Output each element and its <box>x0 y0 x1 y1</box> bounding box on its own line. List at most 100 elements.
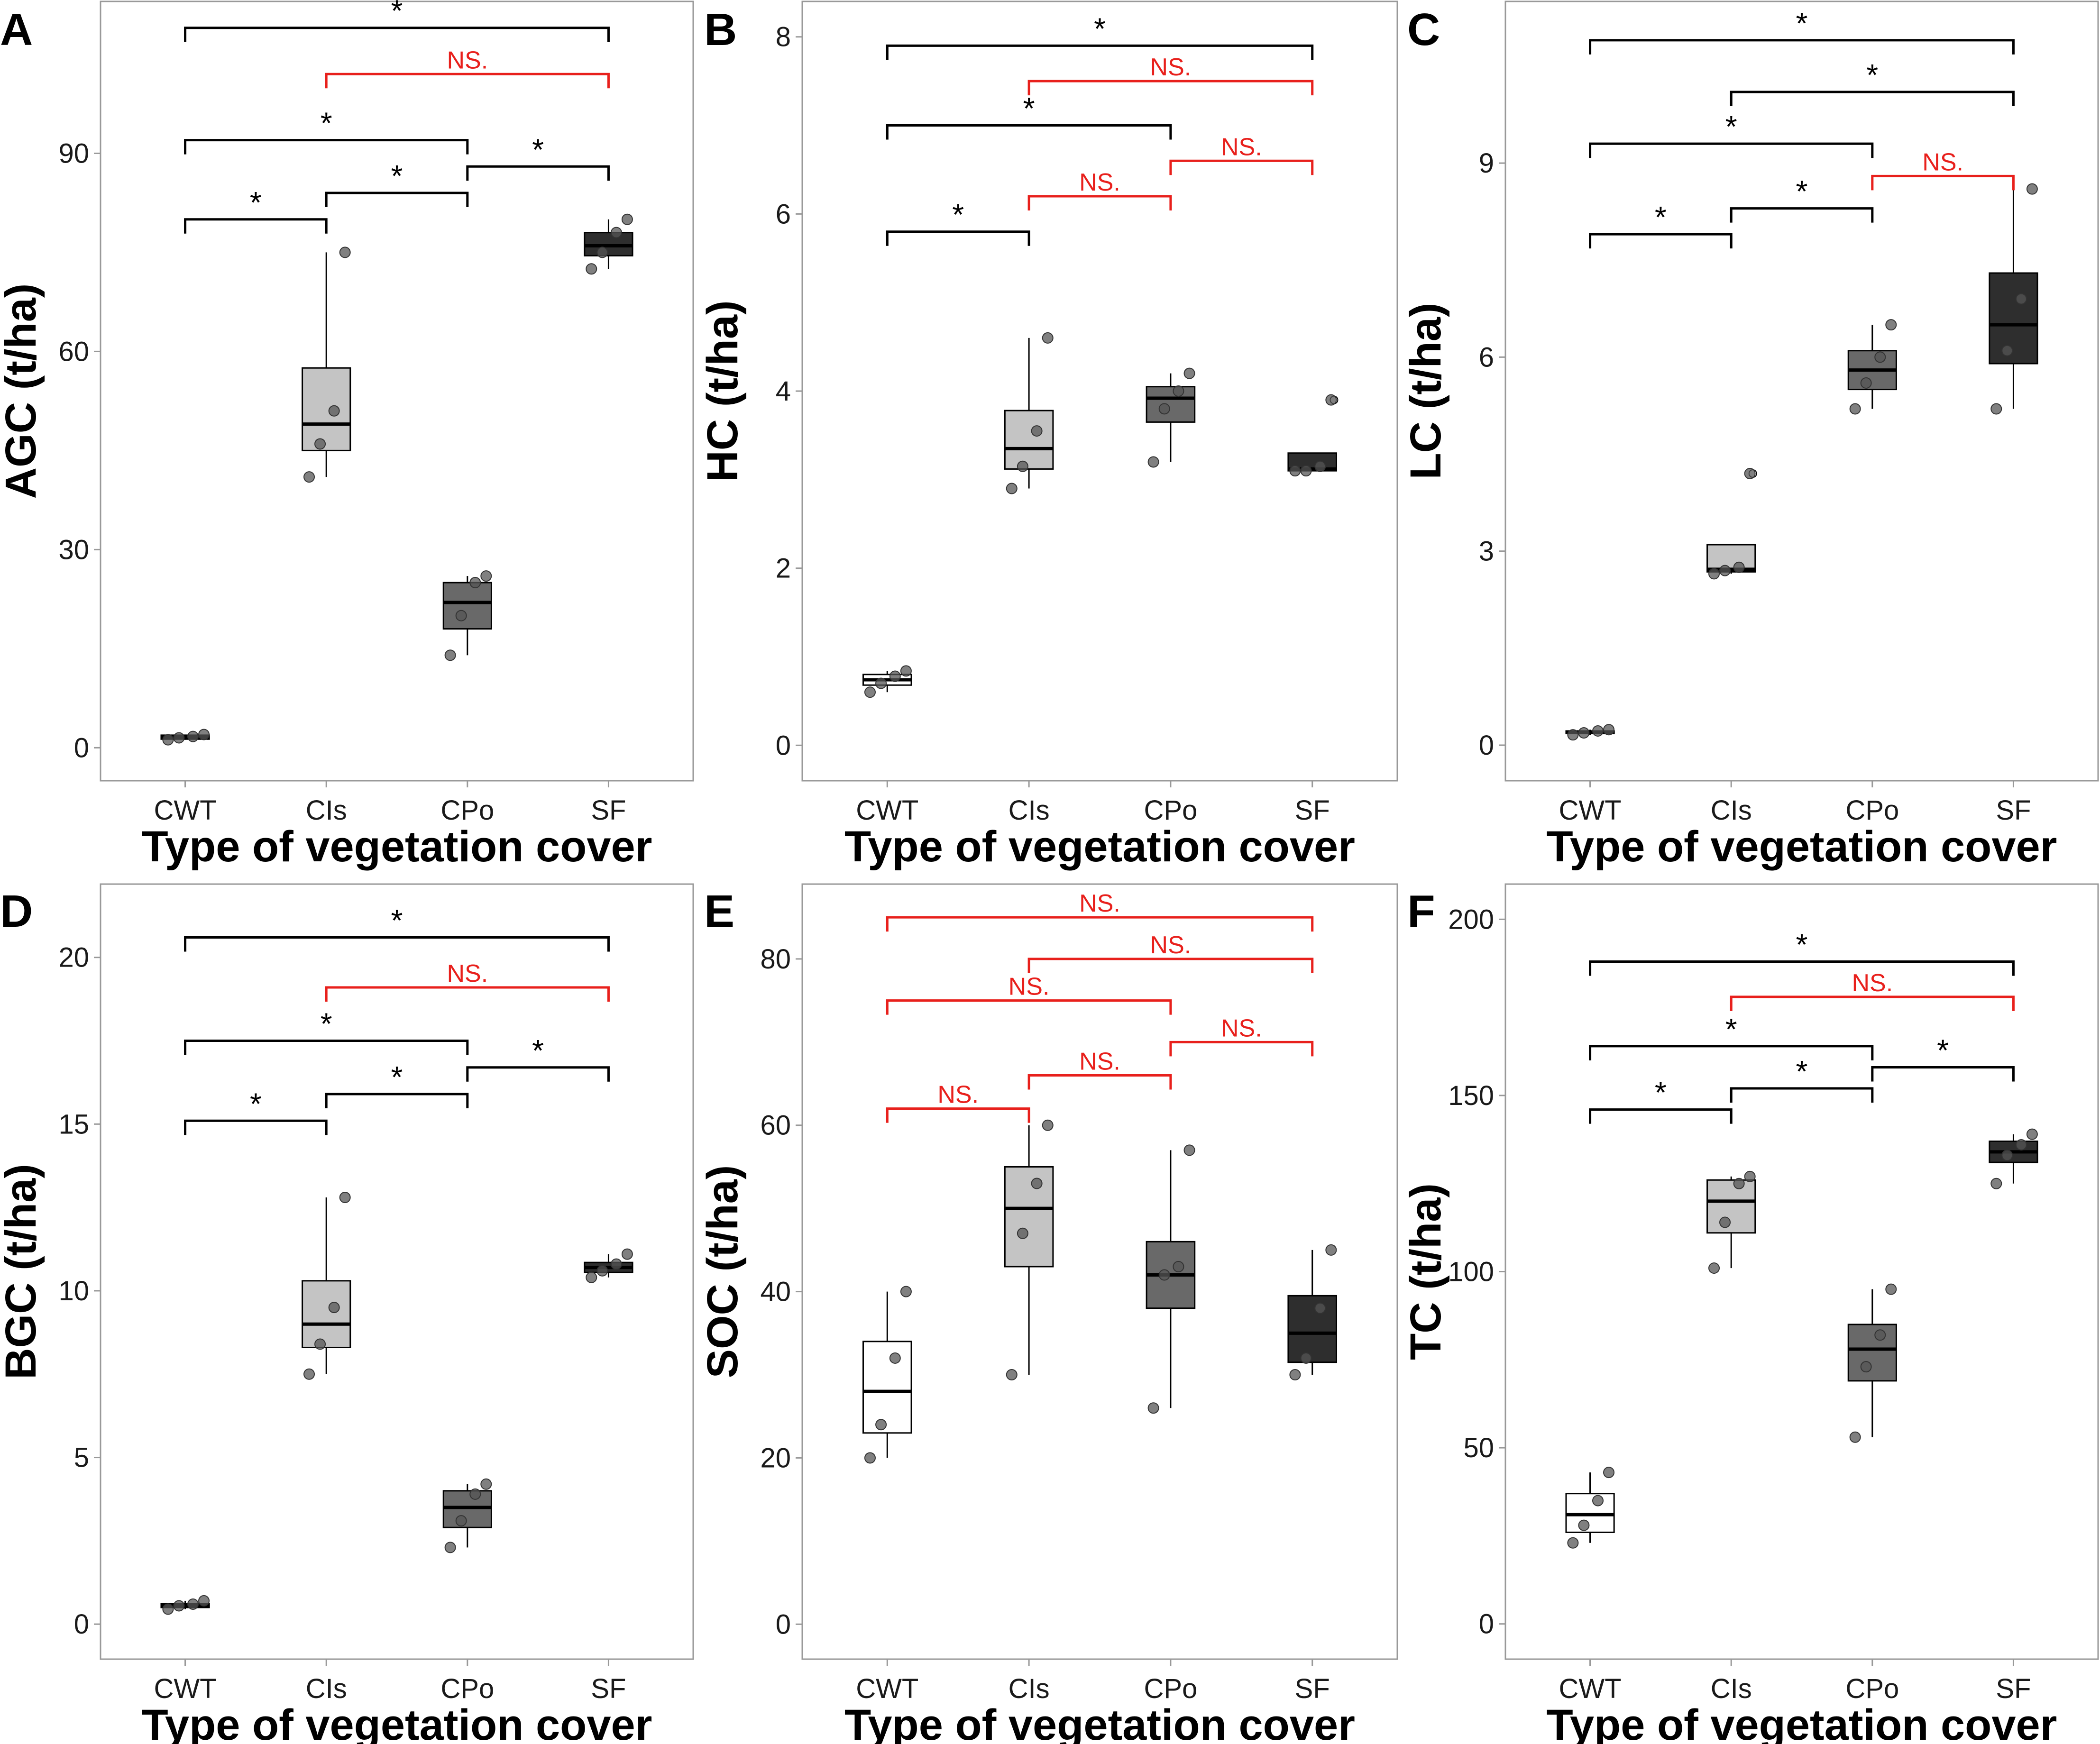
data-point <box>1603 724 1615 736</box>
data-point <box>1042 1119 1054 1131</box>
x-tick-label: CPo <box>440 1673 494 1704</box>
plot-border <box>801 883 1398 1660</box>
box-cpo <box>1146 367 1196 468</box>
data-point <box>1325 1244 1337 1256</box>
ns-label: NS. <box>1221 1014 1262 1042</box>
comparison-bracket <box>466 165 610 181</box>
y-tick-label: 8 <box>776 22 791 53</box>
data-point <box>1885 319 1897 331</box>
data-point <box>1849 403 1861 415</box>
significance-label: * <box>391 0 403 28</box>
y-axis-label: HC (t/ha) <box>698 300 747 482</box>
data-point <box>314 438 326 450</box>
significance-label: * <box>391 1060 403 1094</box>
significance-label: * <box>250 185 262 219</box>
box-body <box>442 1490 492 1528</box>
box-body <box>302 1280 351 1348</box>
box-cpo <box>442 570 492 661</box>
data-point <box>2026 1128 2038 1140</box>
comparison-bracket <box>1730 207 1874 223</box>
comparison-bracket <box>184 1040 469 1055</box>
comparison-bracket <box>466 1066 610 1082</box>
y-tick-label: 0 <box>1479 1609 1494 1640</box>
data-point <box>1567 729 1579 741</box>
data-point <box>1042 332 1054 344</box>
significance-label: * <box>1796 6 1808 40</box>
data-point <box>455 610 467 621</box>
box-body <box>1847 1324 1897 1382</box>
x-tick-label: CIs <box>1711 795 1752 826</box>
data-point <box>1733 1178 1745 1189</box>
box-cpo <box>1847 1283 1897 1443</box>
data-point <box>1592 725 1604 737</box>
plot-border <box>1504 0 2099 782</box>
x-axis-label: Type of vegetation cover <box>141 1701 652 1744</box>
data-point <box>1006 1369 1018 1381</box>
data-point <box>1719 1216 1731 1228</box>
data-point <box>621 1248 633 1260</box>
significance-label: * <box>250 1087 262 1121</box>
comparison-bracket <box>886 124 1172 140</box>
x-tick-label: CPo <box>1845 1673 1899 1704</box>
data-point <box>621 213 633 225</box>
data-point <box>1578 727 1590 739</box>
x-axis-label: Type of vegetation cover <box>141 822 652 871</box>
data-point <box>339 247 351 258</box>
comparison-bracket <box>1871 174 2015 191</box>
y-tick-label: 10 <box>58 1276 89 1306</box>
y-tick-label: 0 <box>74 1609 89 1640</box>
data-point <box>1744 467 1756 479</box>
y-tick-label: 0 <box>776 1609 791 1640</box>
box-cpo <box>1146 1144 1196 1414</box>
ns-label: NS. <box>1079 169 1120 196</box>
significance-label: * <box>1655 1076 1667 1110</box>
data-point <box>1603 1467 1615 1479</box>
x-tick-label: CWT <box>856 1673 918 1704</box>
significance-label: * <box>532 132 544 166</box>
significance-label: * <box>1796 1054 1808 1088</box>
comparison-bracket <box>184 1119 328 1135</box>
plot-border <box>100 883 694 1660</box>
data-point <box>1885 1283 1897 1295</box>
data-point <box>1289 1369 1301 1381</box>
data-point <box>303 471 315 483</box>
comparison-bracket <box>325 1093 469 1109</box>
plot-border <box>100 0 694 782</box>
significance-label: * <box>1937 1033 1949 1067</box>
box-body <box>1706 1179 1756 1234</box>
x-tick-label: CPo <box>1144 795 1197 826</box>
x-tick-label: CWT <box>856 795 918 826</box>
x-tick-label: CPo <box>1144 1673 1197 1704</box>
comparison-bracket <box>1871 1066 2015 1082</box>
comparison-bracket <box>1027 1074 1172 1090</box>
data-point <box>187 730 199 742</box>
ns-label: NS. <box>1852 969 1893 997</box>
data-point <box>1874 1329 1886 1341</box>
data-point <box>1183 367 1195 379</box>
box-sf <box>1989 183 2038 415</box>
x-axis-label: Type of vegetation cover <box>844 1701 1355 1744</box>
comparison-bracket <box>1589 1108 1733 1124</box>
data-point <box>162 1603 174 1615</box>
data-point <box>173 732 185 744</box>
x-tick-label: SF <box>1996 1673 2031 1704</box>
significance-label: * <box>391 159 403 193</box>
comparison-bracket <box>1730 995 2015 1011</box>
data-point <box>328 1302 340 1314</box>
data-point <box>1325 394 1337 406</box>
panel-label: F <box>1407 886 1435 937</box>
comparison-bracket <box>184 139 469 155</box>
box-cwt <box>1565 1467 1615 1549</box>
x-tick-label: CIs <box>1711 1673 1752 1704</box>
data-point <box>1183 1144 1195 1156</box>
y-tick-label: 6 <box>1479 342 1494 373</box>
box-cis <box>1706 467 1757 580</box>
y-tick-label: 2 <box>776 553 791 584</box>
y-tick-label: 20 <box>760 1443 791 1473</box>
x-tick-label: CIs <box>306 1673 347 1704</box>
data-point <box>875 1419 887 1431</box>
data-point <box>586 263 597 275</box>
box-cwt <box>1565 724 1615 741</box>
